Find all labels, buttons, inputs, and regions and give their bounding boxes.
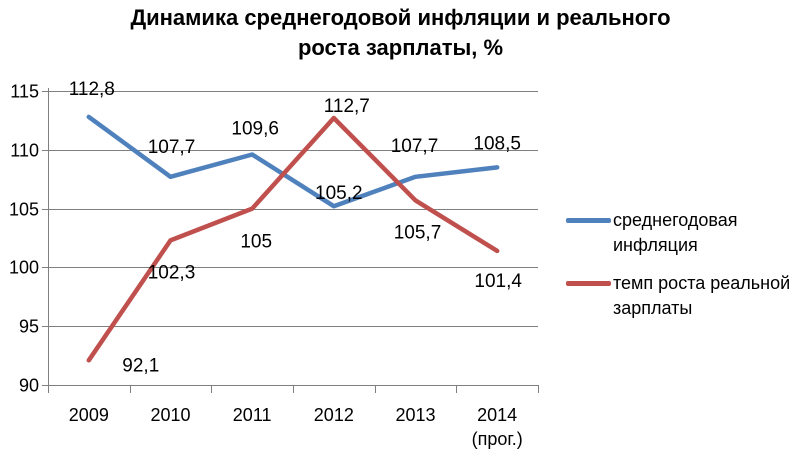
- chart-title-line1: Динамика среднегодовой инфляции и реальн…: [130, 5, 671, 30]
- x-tick-label: 2012: [314, 405, 354, 425]
- data-label-1-4: 105,7: [394, 222, 442, 243]
- y-tick-label: 115: [10, 82, 39, 102]
- legend-item-inflation: среднегодовая инфляция: [566, 208, 798, 258]
- data-label-1-5: 101,4: [474, 271, 522, 292]
- x-tick-label-note: (прог.): [472, 429, 523, 449]
- x-tick-label: 2013: [395, 405, 435, 425]
- chart-title: Динамика среднегодовой инфляции и реальн…: [0, 3, 801, 63]
- series-line-1: [86, 115, 500, 363]
- legend-label-inflation: среднегодовая инфляция: [613, 210, 738, 255]
- data-label-1-0: 92,1: [122, 355, 159, 376]
- y-tick-label: 95: [19, 317, 39, 337]
- y-tick-label: 100: [9, 258, 39, 278]
- series-line-0: [86, 114, 500, 209]
- chart-title-line2: роста зарплаты, %: [297, 35, 504, 60]
- legend-label-wage-growth: темп роста реальной зарплаты: [613, 273, 791, 318]
- data-label-0-4: 107,7: [391, 136, 439, 157]
- data-label-1-3: 112,7: [324, 96, 370, 117]
- x-tick-label: 2011: [233, 405, 272, 425]
- legend-line-swatch-wage-growth: [566, 281, 611, 286]
- x-tick-label: 2009: [69, 405, 109, 425]
- legend-item-wage-growth: темп роста реальной зарплаты: [566, 271, 798, 321]
- data-label-0-5: 108,5: [473, 133, 521, 154]
- y-tick-label: 105: [9, 200, 39, 220]
- x-tick-label: 2014: [477, 405, 517, 425]
- data-label-0-0: 112,8: [69, 79, 115, 100]
- data-label-0-2: 109,6: [231, 119, 279, 140]
- data-label-0-3: 105,2: [315, 183, 363, 204]
- data-label-1-2: 105: [240, 232, 272, 253]
- data-label-1-1: 102,3: [148, 262, 196, 283]
- y-tick-label: 110: [10, 141, 39, 161]
- legend: среднегодовая инфляция темп роста реальн…: [566, 208, 798, 334]
- data-label-0-1: 107,7: [148, 137, 196, 158]
- y-tick-label: 90: [19, 376, 39, 396]
- legend-line-swatch-inflation: [566, 218, 611, 223]
- x-tick-label: 2010: [150, 405, 190, 425]
